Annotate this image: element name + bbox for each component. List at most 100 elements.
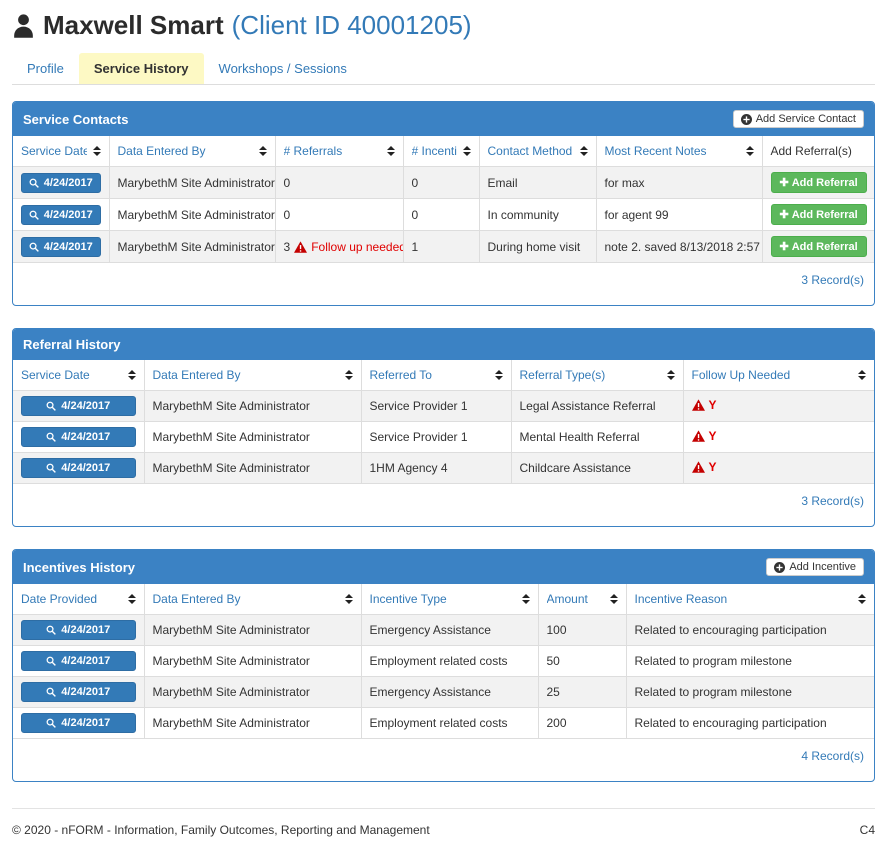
notes-cell: for agent 99 (596, 198, 763, 231)
tab-workshops-sessions[interactable]: Workshops / Sessions (218, 61, 347, 76)
add-referral-button[interactable]: ✚ Add Referral (770, 204, 867, 225)
col-date-provided[interactable]: Date Provided (13, 584, 145, 615)
sort-icon (604, 594, 618, 604)
referred-to-cell: Service Provider 1 (361, 421, 512, 453)
table-row: 4/24/2017 MarybethM Site Administrator 0… (13, 198, 874, 231)
col-data-entered-by[interactable]: Data Entered By (109, 136, 276, 167)
follow-up-cell: Y (683, 390, 874, 422)
add-service-contact-button[interactable]: Add Service Contact (732, 110, 864, 128)
panel-title: Service Contacts (23, 111, 129, 127)
view-service-contact-button[interactable]: 4/24/2017 (21, 236, 101, 257)
search-icon (46, 463, 57, 473)
add-incentive-button[interactable]: Add Incentive (766, 558, 864, 576)
incentive-reason-cell: Related to encouraging participation (626, 707, 874, 738)
sort-icon (489, 370, 503, 380)
add-referral-button[interactable]: ✚ Add Referral (770, 172, 867, 193)
incentive-type-cell: Employment related costs (361, 707, 539, 738)
col-add-referrals: Add Referral(s) (762, 136, 874, 167)
entered-by-cell: MarybethM Site Administrator (109, 198, 276, 231)
incentive-type-cell: Employment related costs (361, 645, 539, 677)
view-referral-button[interactable]: 4/24/2017 (21, 458, 136, 478)
sort-icon (574, 146, 588, 156)
col-incentive-type[interactable]: Incentive Type (361, 584, 539, 615)
entered-by-cell: MarybethM Site Administrator (109, 230, 276, 262)
plus-icon: ✚ (779, 209, 789, 221)
table-row: 4/24/2017 MarybethM Site Administrator E… (13, 614, 874, 646)
tab-profile[interactable]: Profile (27, 61, 64, 76)
incentive-reason-cell: Related to program milestone (626, 645, 874, 677)
entered-by-cell: MarybethM Site Administrator (144, 452, 362, 483)
search-icon (46, 718, 57, 728)
entered-by-cell: MarybethM Site Administrator (144, 676, 362, 708)
page-footer: © 2020 - nFORM - Information, Family Out… (12, 808, 875, 849)
sort-icon (339, 594, 353, 604)
referral-history-table: Service Date Data Entered By Referred To… (13, 360, 874, 483)
view-incentive-button[interactable]: 4/24/2017 (21, 682, 136, 702)
record-count: 3 Record(s) (13, 262, 874, 305)
table-row: 4/24/2017 MarybethM Site Administrator E… (13, 645, 874, 677)
referral-type-cell: Childcare Assistance (511, 452, 684, 483)
table-row: 4/24/2017 MarybethM Site Administrator S… (13, 421, 874, 453)
sort-icon (339, 370, 353, 380)
view-service-contact-button[interactable]: 4/24/2017 (21, 204, 101, 225)
warning-triangle-icon (691, 399, 705, 411)
col-most-recent-notes[interactable]: Most Recent Notes (596, 136, 763, 167)
referral-type-cell: Legal Assistance Referral (511, 390, 684, 422)
service-contacts-header: Service Contacts Add Service Contact (13, 102, 874, 136)
incentive-type-cell: Emergency Assistance (361, 676, 539, 708)
table-row: 4/24/2017 MarybethM Site Administrator 0… (13, 166, 874, 199)
incentives-history-header: Incentives History Add Incentive (13, 550, 874, 584)
sort-icon (122, 370, 136, 380)
col-data-entered-by[interactable]: Data Entered By (144, 584, 362, 615)
panel-title: Incentives History (23, 559, 135, 575)
view-incentive-button[interactable]: 4/24/2017 (21, 620, 136, 640)
search-icon (29, 210, 39, 220)
notes-cell: note 2. saved 8/13/2018 2:57 pm. (596, 230, 763, 262)
amount-cell: 25 (538, 676, 627, 708)
entered-by-cell: MarybethM Site Administrator (144, 390, 362, 422)
plus-circle-icon (740, 113, 752, 125)
col-service-date[interactable]: Service Date (13, 360, 145, 391)
view-incentive-button[interactable]: 4/24/2017 (21, 713, 136, 733)
search-icon (46, 687, 57, 697)
view-referral-button[interactable]: 4/24/2017 (21, 396, 136, 416)
sort-icon (457, 146, 471, 156)
record-count: 4 Record(s) (13, 738, 874, 781)
sort-icon (87, 146, 101, 156)
col-follow-up-needed[interactable]: Follow Up Needed (683, 360, 874, 391)
incentive-type-cell: Emergency Assistance (361, 614, 539, 646)
user-icon (12, 13, 35, 38)
entered-by-cell: MarybethM Site Administrator (109, 166, 276, 199)
col-incentives[interactable]: # Incentives (403, 136, 480, 167)
contact-method-cell: In community (479, 198, 597, 231)
col-service-date[interactable]: Service Date (13, 136, 110, 167)
referred-to-cell: Service Provider 1 (361, 390, 512, 422)
follow-up-cell: Y (683, 421, 874, 453)
col-referral-types[interactable]: Referral Type(s) (511, 360, 684, 391)
col-incentive-reason[interactable]: Incentive Reason (626, 584, 874, 615)
sort-icon (381, 146, 395, 156)
add-referral-button[interactable]: ✚ Add Referral (770, 236, 867, 257)
warning-triangle-icon (691, 461, 705, 473)
col-referred-to[interactable]: Referred To (361, 360, 512, 391)
search-icon (29, 178, 39, 188)
sort-icon (122, 594, 136, 604)
notes-cell: for max (596, 166, 763, 199)
col-referrals[interactable]: # Referrals (275, 136, 404, 167)
table-row: 4/24/2017 MarybethM Site Administrator E… (13, 676, 874, 708)
col-data-entered-by[interactable]: Data Entered By (144, 360, 362, 391)
view-incentive-button[interactable]: 4/24/2017 (21, 651, 136, 671)
table-row: 4/24/2017 MarybethM Site Administrator S… (13, 390, 874, 422)
incentives-cell: 0 (403, 166, 480, 199)
plus-icon: ✚ (779, 177, 789, 189)
search-icon (46, 625, 57, 635)
tab-service-history[interactable]: Service History (78, 53, 204, 84)
view-service-contact-button[interactable]: 4/24/2017 (21, 172, 101, 193)
entered-by-cell: MarybethM Site Administrator (144, 707, 362, 738)
amount-cell: 50 (538, 645, 627, 677)
view-referral-button[interactable]: 4/24/2017 (21, 427, 136, 447)
incentive-reason-cell: Related to program milestone (626, 676, 874, 708)
col-amount[interactable]: Amount (538, 584, 627, 615)
col-contact-method[interactable]: Contact Method (479, 136, 597, 167)
